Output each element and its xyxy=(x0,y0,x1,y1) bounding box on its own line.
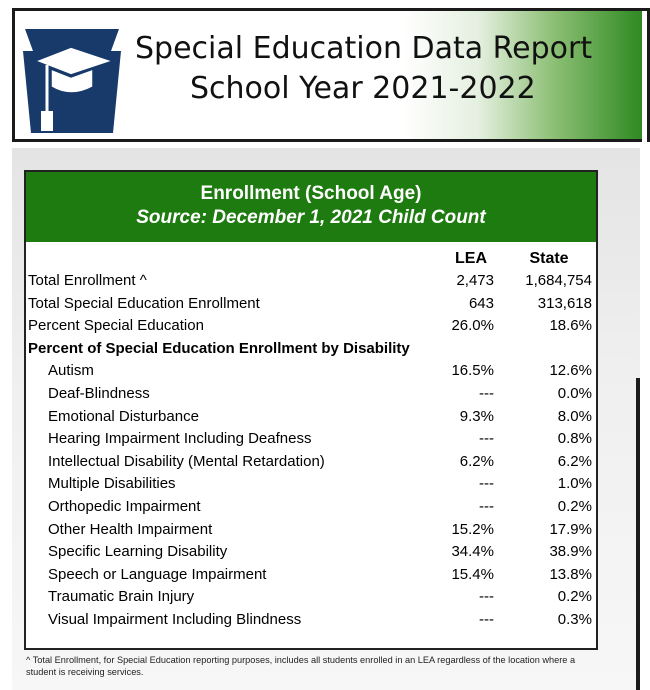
state-value: 313,618 xyxy=(537,294,592,312)
lea-value: --- xyxy=(479,430,494,448)
enrollment-table: Total Enrollment ^ 2,473 1,684,754 Total Sp… xyxy=(26,270,596,632)
row-label: Percent of Special Education Enrollment … xyxy=(28,339,410,357)
column-header-lea: LEA xyxy=(455,250,487,267)
state-value: 0.3% xyxy=(557,610,592,628)
row-label: Multiple Disabilities xyxy=(48,475,176,493)
table-row: Percent Special Education 26.0% 18.6% xyxy=(26,315,596,338)
table-row: Total Enrollment ^ 2,473 1,684,754 xyxy=(26,270,596,293)
school-year-title: School Year 2021-2022 xyxy=(190,71,536,106)
table-row: Autism 16.5% 12.6% xyxy=(26,360,596,383)
lea-value: 34.4% xyxy=(451,543,494,561)
table-row: Orthopedic Impairment --- 0.2% xyxy=(26,496,596,519)
lea-value: 26.0% xyxy=(451,317,494,335)
row-label: Deaf-Blindness xyxy=(48,384,150,402)
table-row: Hearing Impairment Including Deafness ---… xyxy=(26,428,596,451)
lea-value: --- xyxy=(479,497,494,515)
state-value: 1.0% xyxy=(557,475,592,493)
row-label: Total Enrollment ^ xyxy=(28,272,147,289)
lea-value: 9.3% xyxy=(459,407,494,425)
row-label: Other Health Impairment xyxy=(48,520,213,538)
enrollment-card: Enrollment (School Age) Source: December… xyxy=(24,170,598,650)
row-label: Percent Special Education xyxy=(28,317,204,335)
row-label: Hearing Impairment Including Deafness xyxy=(48,430,312,448)
row-label: Emotional Disturbance xyxy=(48,407,199,425)
state-value: 18.6% xyxy=(549,317,592,335)
lea-value: 643 xyxy=(468,294,494,312)
enrollment-card-header: Enrollment (School Age) Source: December… xyxy=(26,172,596,242)
table-row: Deaf-Blindness --- 0.0% xyxy=(26,383,596,406)
column-header-state: State xyxy=(529,250,569,267)
table-row: Visual Impairment Including Blindness ---… xyxy=(26,609,596,632)
lea-value: 2,473 xyxy=(456,272,494,289)
row-label: Orthopedic Impairment xyxy=(48,497,201,515)
state-value: 17.9% xyxy=(549,520,592,538)
state-value: 12.6% xyxy=(549,362,592,380)
lea-value: 6.2% xyxy=(459,452,494,470)
table-row: Intellectual Disability (Mental Retardat… xyxy=(26,451,596,474)
row-label: Specific Learning Disability xyxy=(48,543,228,561)
table-row: Traumatic Brain Injury --- 0.2% xyxy=(26,586,596,609)
lea-value: --- xyxy=(479,475,494,493)
row-label: Autism xyxy=(48,362,94,380)
keystone-graduation-cap-icon xyxy=(23,29,121,133)
row-label: Total Special Education Enrollment xyxy=(28,294,260,312)
report-title: Special Education Data Report xyxy=(135,31,593,66)
report-header: Special Education Data Report School Yea… xyxy=(12,8,650,142)
state-value: 0.2% xyxy=(557,588,592,606)
row-label: Speech or Language Impairment xyxy=(48,565,267,583)
lea-value: --- xyxy=(479,588,494,606)
footnote: ^ Total Enrollment, for Special Educatio… xyxy=(26,655,576,677)
row-label: Traumatic Brain Injury xyxy=(48,588,195,606)
panel-divider xyxy=(636,378,640,690)
table-row: Speech or Language Impairment 15.4% 13.8% xyxy=(26,564,596,587)
enrollment-source: Source: December 1, 2021 Child Count xyxy=(136,207,486,228)
table-row: Multiple Disabilities --- 1.0% xyxy=(26,473,596,496)
row-label: Visual Impairment Including Blindness xyxy=(48,610,302,628)
lea-value: 16.5% xyxy=(451,362,494,380)
state-value: 6.2% xyxy=(557,452,592,470)
state-value: 8.0% xyxy=(557,407,592,425)
row-label: Intellectual Disability (Mental Retardat… xyxy=(48,452,325,470)
state-value: 0.0% xyxy=(557,384,592,402)
lea-value: 15.2% xyxy=(451,520,494,538)
table-row: Other Health Impairment 15.2% 17.9% xyxy=(26,519,596,542)
table-group-heading: Percent of Special Education Enrollment … xyxy=(26,338,596,361)
lea-value: --- xyxy=(479,384,494,402)
lea-value: 15.4% xyxy=(451,565,494,583)
state-value: 0.2% xyxy=(557,497,592,515)
enrollment-title: Enrollment (School Age) xyxy=(200,183,422,204)
header-edge xyxy=(642,8,650,142)
table-row: Total Special Education Enrollment 643 313… xyxy=(26,293,596,316)
state-value: 13.8% xyxy=(549,565,592,583)
table-row: Emotional Disturbance 9.3% 8.0% xyxy=(26,406,596,429)
lea-value: --- xyxy=(479,610,494,628)
state-value: 1,684,754 xyxy=(525,272,592,289)
state-value: 38.9% xyxy=(549,543,592,561)
table-row: Specific Learning Disability 34.4% 38.9% xyxy=(26,541,596,564)
state-value: 0.8% xyxy=(557,430,592,448)
